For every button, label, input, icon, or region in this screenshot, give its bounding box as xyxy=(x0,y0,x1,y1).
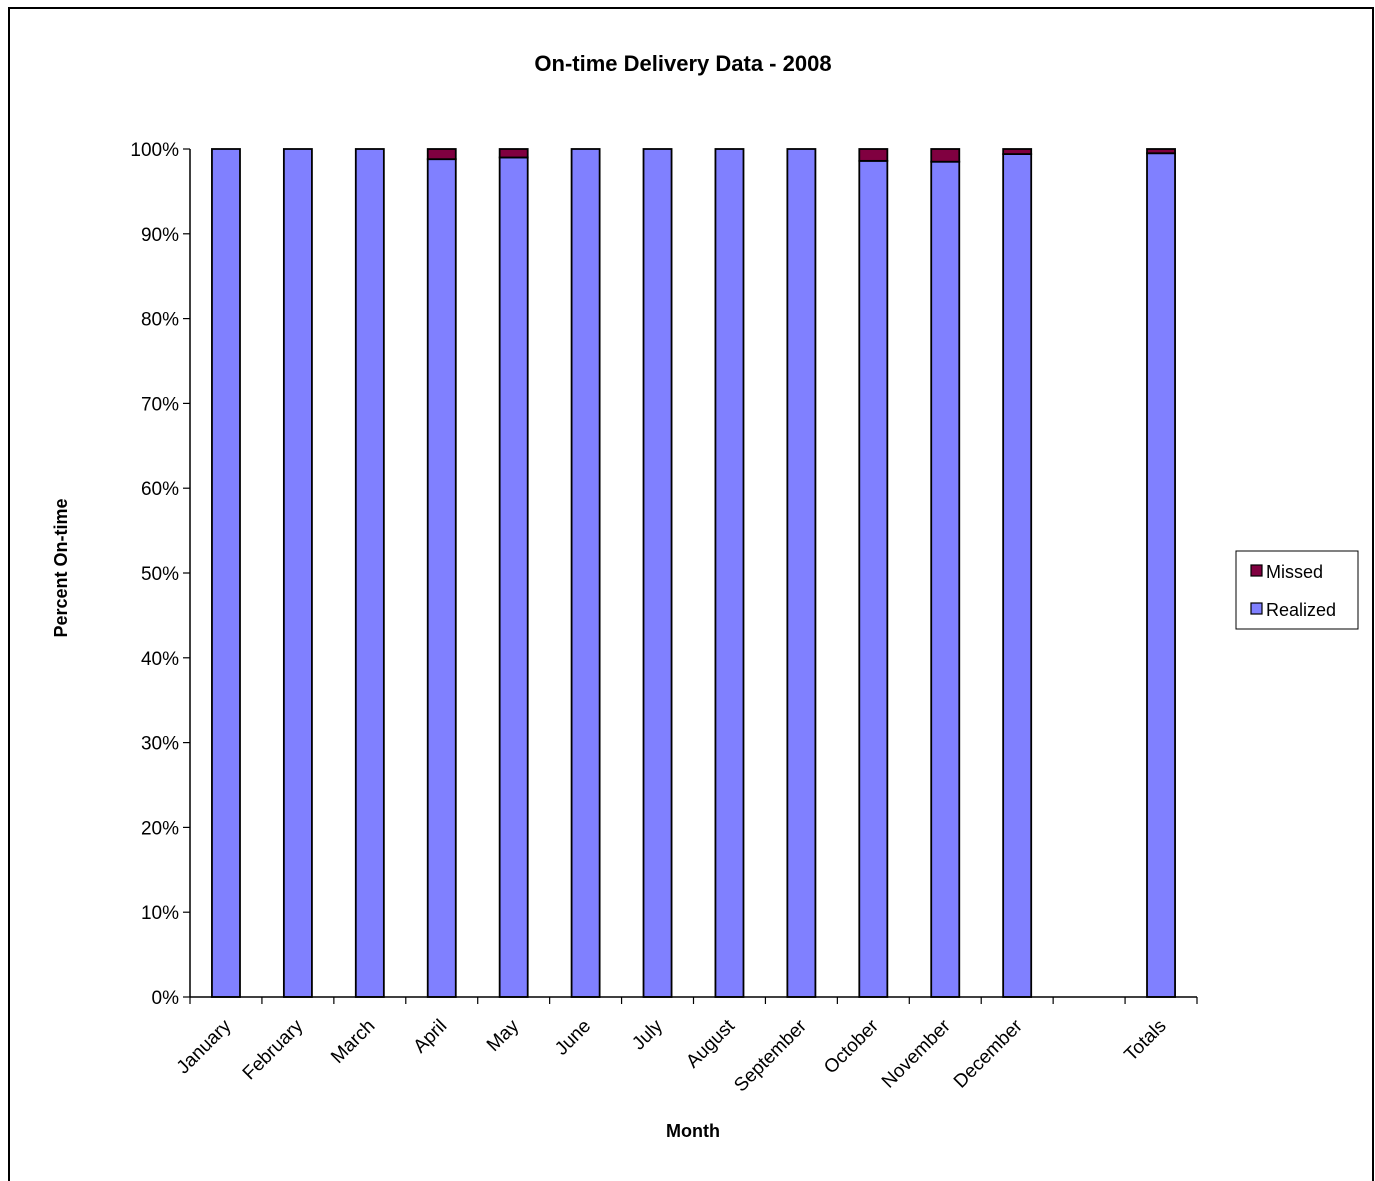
bar-series xyxy=(211,148,1176,998)
bar-realized xyxy=(426,158,457,998)
bar-realized xyxy=(1146,152,1176,998)
y-tick-label: 0% xyxy=(152,988,180,1009)
y-axis-ticks: 0% 10% 20% 30% 40% 50% 60% 70% 80% 90% 100% xyxy=(130,140,190,1009)
bar-realized xyxy=(786,148,817,998)
bar-realized xyxy=(354,148,385,998)
bar-realized xyxy=(642,148,673,998)
bar-realized xyxy=(498,156,529,998)
y-tick-label: 40% xyxy=(141,649,179,670)
bar-realized xyxy=(211,148,241,998)
bar-realized xyxy=(930,160,961,998)
legend-swatch-realized xyxy=(1250,602,1263,615)
legend-swatch-missed xyxy=(1250,564,1263,577)
legend: Missed Realized xyxy=(1235,550,1359,630)
legend-box xyxy=(1235,550,1359,630)
y-tick-label: 80% xyxy=(141,310,179,331)
legend-label-realized: Realized xyxy=(1266,600,1336,620)
bar-realized xyxy=(570,148,601,998)
bar-missed xyxy=(930,148,961,163)
y-tick-label: 60% xyxy=(141,479,179,500)
bar-realized xyxy=(282,148,313,998)
y-tick-label: 20% xyxy=(141,818,179,839)
y-tick-label: 90% xyxy=(141,225,179,246)
y-tick-label: 100% xyxy=(130,140,179,161)
bar-realized xyxy=(1002,153,1033,998)
bar-realized xyxy=(714,148,745,998)
x-axis-title: Month xyxy=(666,1121,720,1141)
bar-missed xyxy=(426,148,457,161)
y-tick-label: 30% xyxy=(141,734,179,755)
bar-missed xyxy=(498,148,529,159)
bar-missed xyxy=(1146,148,1176,155)
y-tick-label: 50% xyxy=(141,564,179,585)
legend-label-missed: Missed xyxy=(1266,562,1323,582)
y-tick-label: 10% xyxy=(141,903,179,924)
y-tick-label: 70% xyxy=(141,394,179,415)
y-axis-title: Percent On-time xyxy=(51,498,71,637)
bar-missed xyxy=(1002,148,1033,155)
bar-missed xyxy=(858,148,889,162)
chart-title: On-time Delivery Data - 2008 xyxy=(534,51,831,76)
bar-realized xyxy=(858,159,889,998)
x-axis-ticks xyxy=(189,997,1198,1004)
